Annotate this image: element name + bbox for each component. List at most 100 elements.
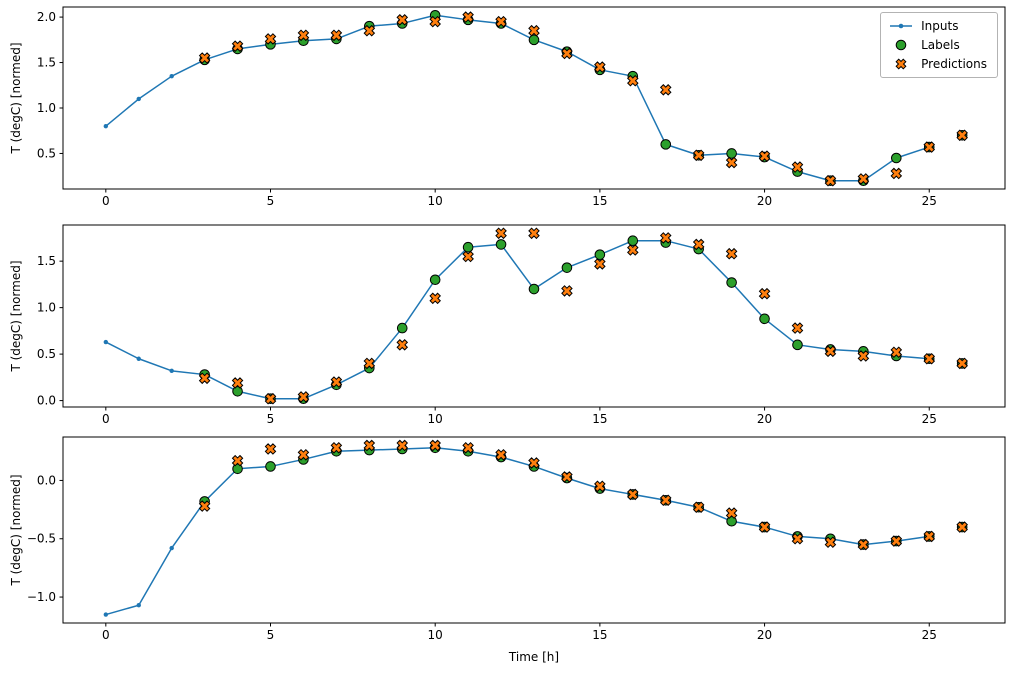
predictions-x-glyph (198, 52, 211, 64)
x-tick-label: 25 (922, 194, 937, 208)
y-tick-label: 0.5 (37, 347, 56, 361)
predictions-x-glyph (462, 441, 474, 454)
labels-marker (594, 249, 606, 260)
axes-frame (62, 6, 1006, 190)
predictions-marker (495, 15, 507, 28)
predictions-x-glyph (857, 173, 870, 185)
predictions-marker (594, 480, 606, 493)
predictions-x-glyph (895, 58, 907, 70)
predictions-x-glyph (692, 149, 705, 162)
predictions-x-glyph (231, 454, 244, 467)
predictions-x-glyph (791, 161, 804, 173)
predictions-x-glyph (725, 507, 738, 519)
predictions-x-glyph (396, 339, 409, 351)
predictions-marker (528, 227, 540, 240)
predictions-marker (659, 84, 672, 96)
labels-marker (265, 461, 276, 472)
predictions-marker (363, 24, 376, 37)
predictions-x-glyph (528, 457, 540, 469)
legend-item-labels: Labels (889, 38, 987, 52)
predictions-x-glyph (725, 156, 738, 169)
predictions-x-glyph (231, 40, 244, 52)
predictions-marker (956, 357, 968, 370)
labels-marker (429, 274, 441, 286)
predictions-x-glyph (758, 150, 771, 162)
inputs-line (105, 447, 930, 616)
predictions-x-glyph (758, 521, 771, 533)
predictions-x-glyph (659, 84, 672, 96)
predictions-marker (890, 167, 903, 180)
subplot-3: 0 5 10 15 20 25 −1.0 −0.5 0.0 T (degC) [normed] (9, 436, 1006, 642)
predictions-x-glyph (561, 47, 573, 60)
predictions-x-glyph (857, 538, 870, 551)
predictions-marker (890, 535, 903, 547)
predictions-marker (594, 61, 606, 73)
predictions-x-glyph (528, 227, 540, 240)
x-tick-label: 0 (102, 412, 110, 426)
predictions-x-glyph (890, 167, 903, 180)
x-tick-label: 20 (757, 194, 772, 208)
predictions-x-glyph (363, 24, 376, 37)
predictions-x-glyph (824, 174, 837, 187)
x-tick-label: 20 (757, 412, 772, 426)
inputs-marker (169, 545, 174, 551)
predictions-x-glyph (956, 129, 968, 142)
predictions-x-glyph (561, 471, 573, 483)
predictions-marker (297, 29, 310, 42)
labels-circle-icon (895, 39, 907, 51)
x-tick-label: 10 (428, 628, 443, 642)
predictions-marker (791, 161, 804, 173)
predictions-marker (297, 391, 310, 403)
predictions-marker (890, 346, 903, 359)
inputs-marker (136, 96, 141, 102)
inputs-dot-glyph (898, 23, 904, 29)
predictions-marker (495, 227, 507, 240)
predictions-marker (429, 439, 441, 452)
predictions-marker (396, 339, 409, 351)
labels-marker (759, 313, 770, 325)
y-tick-label: 0.0 (37, 473, 56, 487)
predictions-x-glyph (198, 372, 211, 385)
predictions-x-glyph (297, 29, 310, 42)
predictions-marker (594, 258, 606, 270)
subplot-1: 0 5 10 15 20 25 0.5 1.0 1.5 2.0 T (degC) [normed] (9, 6, 1006, 208)
labels-marker (232, 385, 243, 397)
axes-frame (62, 224, 1006, 408)
inputs-marker (136, 603, 141, 608)
predictions-marker (791, 532, 804, 545)
labels-marker (528, 34, 540, 46)
inputs-marker (103, 339, 109, 345)
predictions-x-glyph (264, 443, 277, 455)
predictions-x-glyph (692, 501, 705, 514)
predictions-x-glyph (330, 376, 343, 388)
predictions-x-glyph (363, 439, 376, 452)
predictions-marker (462, 11, 474, 23)
x-tick-label: 5 (267, 412, 275, 426)
predictions-marker (857, 350, 870, 362)
predictions-marker (198, 52, 211, 64)
predictions-x-glyph (692, 238, 705, 251)
predictions-x-glyph (956, 357, 968, 370)
y-axis-label: T (degC) [normed] (9, 42, 23, 154)
x-tick-label: 5 (267, 628, 275, 642)
predictions-x-glyph (791, 532, 804, 545)
predictions-x-glyph (429, 292, 441, 305)
predictions-x-glyph (264, 33, 277, 45)
y-tick-label: 0.5 (37, 146, 56, 160)
x-tick-label: 20 (757, 628, 772, 642)
predictions-x-glyph (956, 521, 968, 533)
predictions-marker (429, 15, 441, 28)
predictions-marker (231, 40, 244, 52)
x-tick-label: 15 (592, 412, 607, 426)
labels-marker (462, 241, 474, 253)
inputs-line (105, 239, 930, 400)
predictions-marker (561, 285, 573, 297)
predictions-x-glyph (725, 247, 738, 260)
predictions-marker (725, 156, 738, 169)
predictions-x-glyph (363, 357, 376, 370)
inputs-marker (169, 368, 174, 374)
labels-marker (660, 139, 672, 150)
predictions-marker (462, 441, 474, 454)
predictions-marker (692, 501, 705, 514)
x-axis-label: Time [h] (508, 650, 559, 664)
